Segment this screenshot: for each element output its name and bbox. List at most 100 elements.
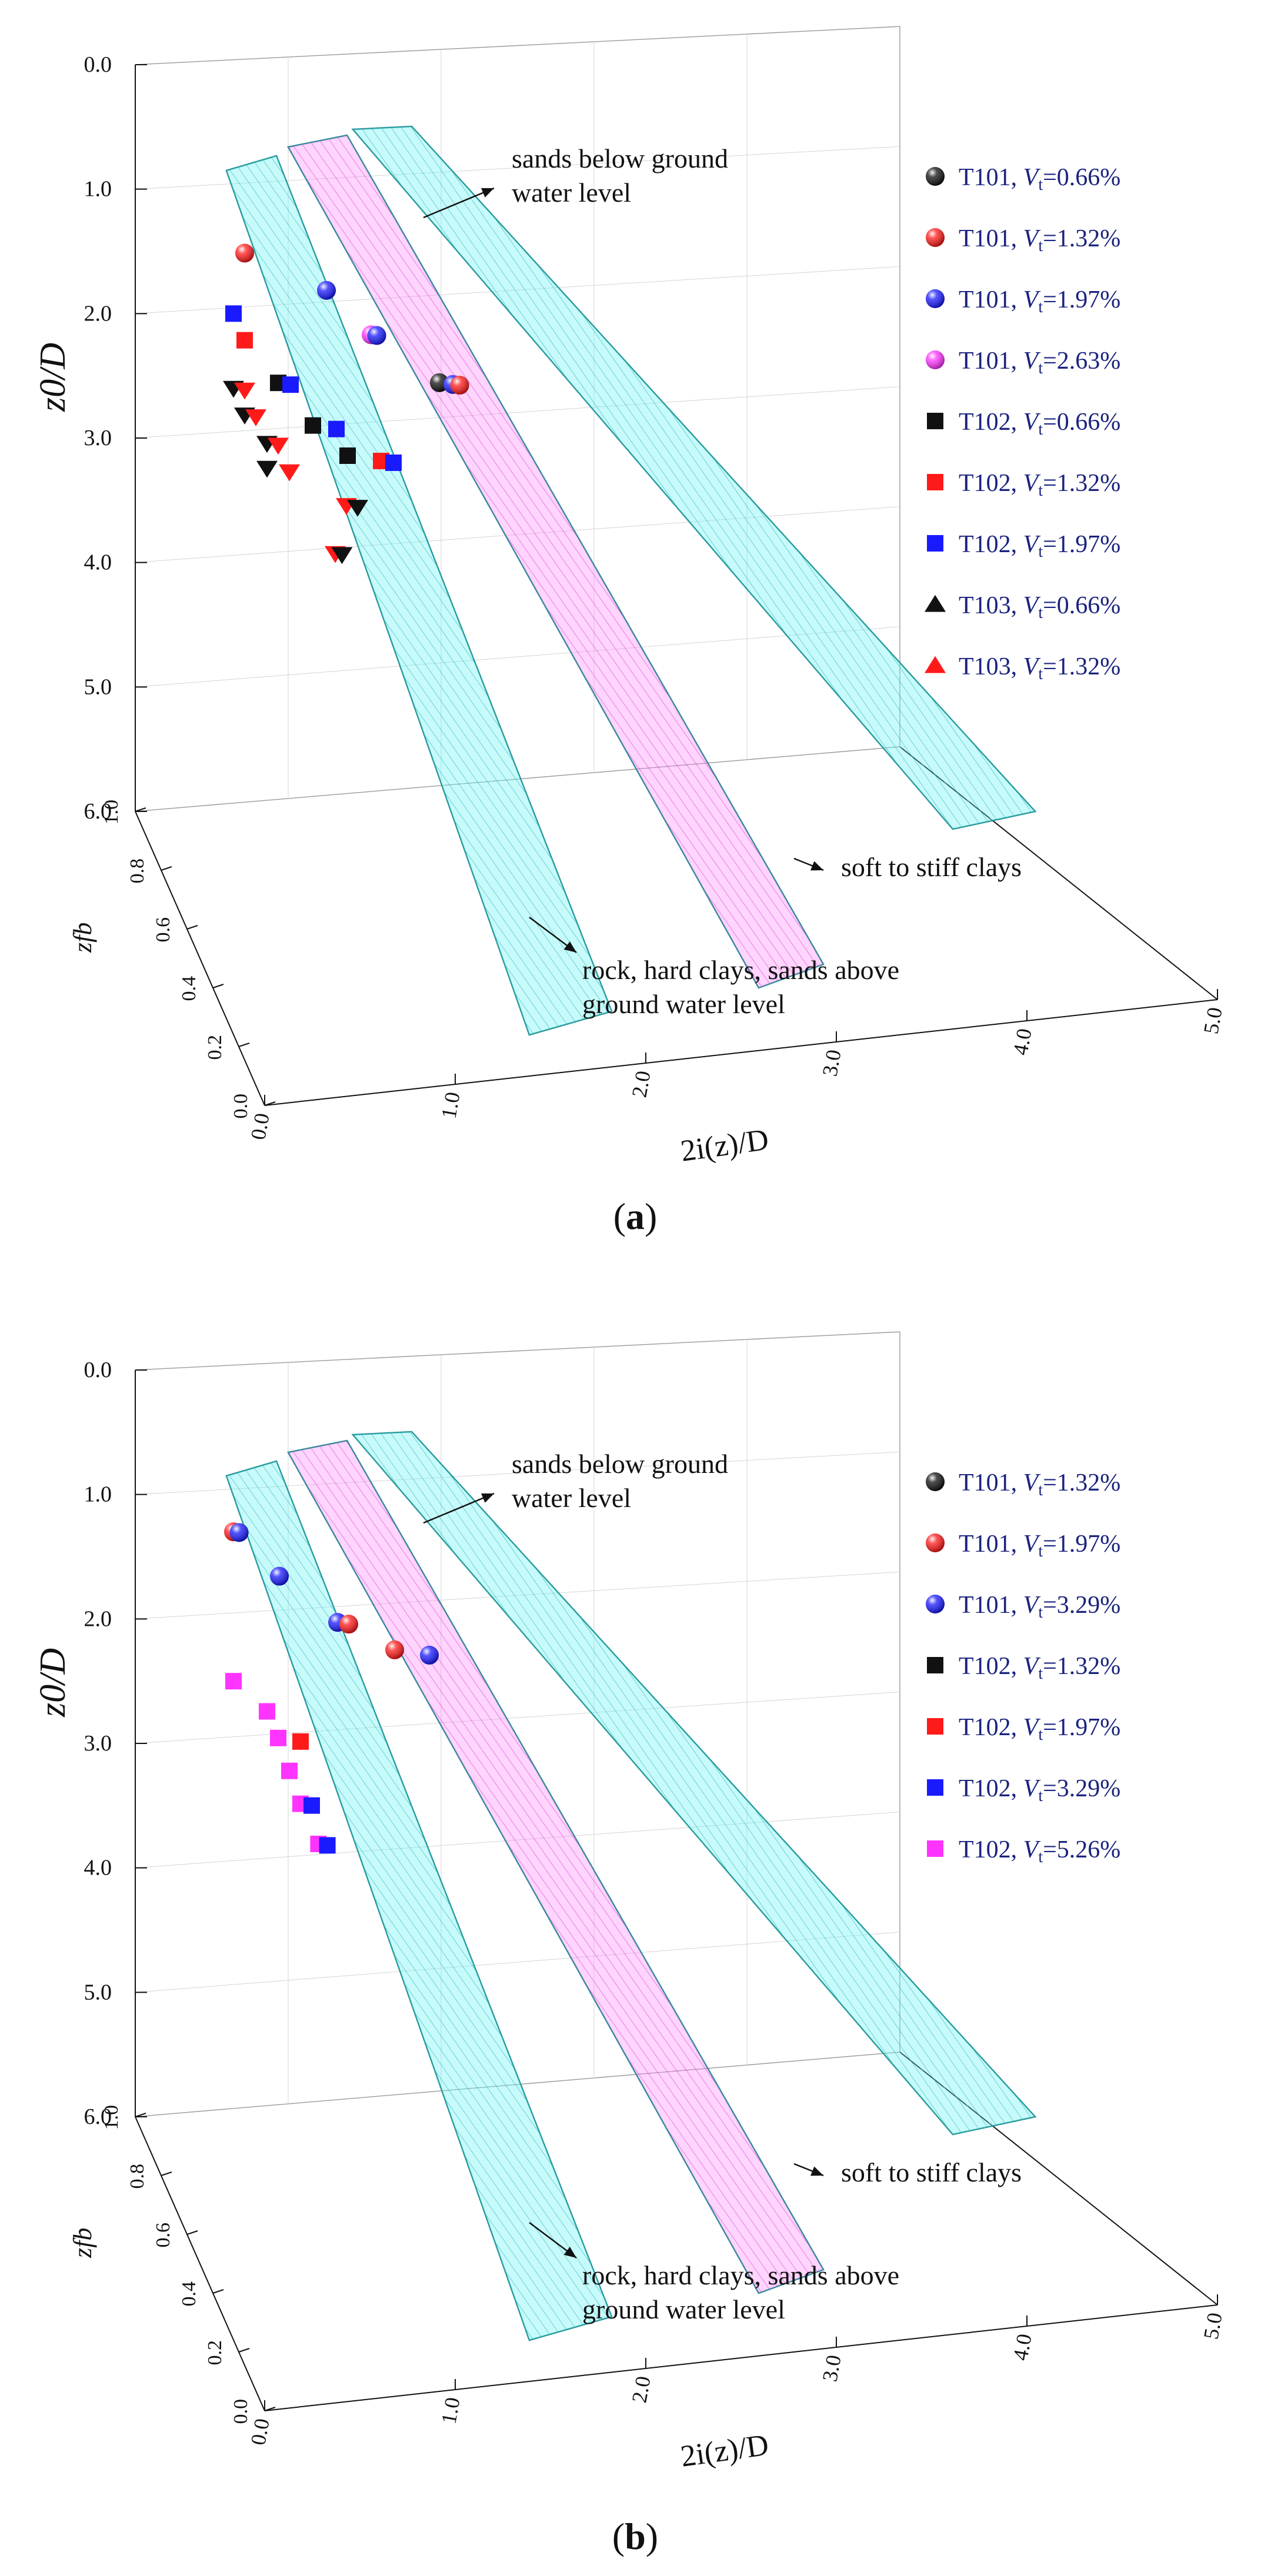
legend-marker	[926, 1595, 945, 1613]
legend-entry: T102, Vt=5.26%	[927, 1836, 1120, 1866]
data-point	[256, 460, 278, 478]
data-point	[236, 332, 253, 349]
panel-caption: (a)	[613, 1195, 658, 1237]
label-sands-line: sands below ground	[512, 1449, 728, 1479]
z-tick-label: 0.0	[84, 52, 112, 77]
legend-marker	[927, 1840, 943, 1857]
legend-label: T103, Vt=0.66%	[959, 592, 1120, 622]
legend-label: T102, Vt=1.97%	[959, 1714, 1120, 1744]
surface-tint	[226, 1461, 612, 2340]
label-soft-line: soft to stiff clays	[841, 2157, 1022, 2187]
iz-axis-line	[264, 2304, 1218, 2411]
surface-tint	[226, 156, 612, 1035]
box-top-edge	[135, 26, 900, 65]
data-point	[420, 1645, 439, 1665]
legend-marker	[926, 228, 945, 247]
legend-marker	[926, 289, 945, 308]
arrow-soft-head	[810, 861, 823, 871]
x-tick	[264, 1101, 276, 1106]
legend-entry: T101, Vt=1.97%	[926, 286, 1120, 316]
x-tick-label: 0.6	[152, 917, 174, 943]
legend-entry: T102, Vt=1.97%	[927, 1714, 1120, 1744]
legend-label: T101, Vt=0.66%	[959, 164, 1120, 194]
z-axis-label: z0/D	[33, 343, 73, 412]
legend-label: T102, Vt=1.32%	[959, 470, 1120, 500]
iz-tick-label: 3.0	[818, 1048, 845, 1078]
iz-tick-label: 4.0	[1008, 1027, 1036, 1057]
x-tick-label: 0.0	[230, 2399, 252, 2424]
label-rock-line: ground water level	[582, 2294, 785, 2324]
legend-entry: T103, Vt=0.66%	[925, 592, 1120, 622]
iz-axis-label: 2i(z)/D	[679, 2428, 771, 2474]
grid-line	[135, 626, 900, 687]
legend-entry: T102, Vt=1.32%	[927, 1653, 1120, 1683]
z-tick-label: 4.0	[84, 1856, 112, 1880]
label-rock-line: rock, hard clays, sands above	[582, 2260, 899, 2290]
label-rock-line: rock, hard clays, sands above	[582, 955, 899, 985]
iz-tick-label: 0.0	[246, 1111, 273, 1141]
legend-marker	[927, 535, 943, 552]
legend-label: T102, Vt=3.29%	[959, 1775, 1120, 1805]
grid-line	[135, 386, 900, 439]
legend-label: T101, Vt=3.29%	[959, 1592, 1120, 1622]
data-point	[385, 1640, 404, 1659]
legend-marker	[927, 1779, 943, 1796]
label-sands-line: water level	[512, 1483, 631, 1513]
legend-marker	[926, 1533, 945, 1552]
data-point	[270, 1566, 289, 1586]
data-point	[245, 409, 266, 426]
grid-line	[135, 1692, 900, 1744]
legend-label: T102, Vt=5.26%	[959, 1836, 1120, 1866]
x-tick-label: 1.0	[101, 2105, 122, 2130]
z-tick-label: 4.0	[84, 550, 112, 575]
legend: T101, Vt=0.66% T101, Vt=1.32% T101, Vt=1.9…	[925, 164, 1120, 683]
z-axis-label: z0/D	[33, 1648, 73, 1718]
legend-label: T103, Vt=1.32%	[959, 653, 1120, 683]
data-point	[319, 1837, 336, 1854]
panel-caption: (b)	[612, 2515, 658, 2557]
legend-marker	[926, 167, 945, 186]
legend-label: T101, Vt=2.63%	[959, 348, 1120, 377]
data-point	[270, 1729, 286, 1746]
arrow-sands-head	[481, 188, 494, 198]
data-point	[367, 326, 386, 345]
legend-label: T101, Vt=1.32%	[959, 1469, 1120, 1499]
legend-marker	[925, 594, 946, 612]
legend-label: T101, Vt=1.97%	[959, 1531, 1120, 1561]
surface-rock	[225, 1460, 613, 2341]
x-tick-label: 0.2	[204, 2340, 226, 2365]
box-top-edge	[135, 1331, 900, 1371]
x-axis-label: zfb	[68, 923, 97, 953]
label-sands-line: sands below ground	[512, 143, 728, 173]
data-point	[328, 420, 345, 437]
data-point	[385, 455, 402, 471]
label-soft-line: soft to stiff clays	[841, 852, 1022, 882]
legend-entry: T101, Vt=1.32%	[926, 1469, 1120, 1499]
legend-marker	[927, 413, 943, 429]
iz-tick-label: 3.0	[818, 2353, 845, 2383]
legend-marker	[927, 1657, 943, 1673]
iz-tick-label: 5.0	[1199, 1005, 1226, 1035]
grid-line	[135, 1932, 900, 1993]
z-tick-label: 2.0	[84, 1606, 112, 1631]
surface-tint	[288, 135, 823, 988]
x-tick	[186, 2230, 198, 2235]
x-tick-label: 0.4	[178, 2281, 200, 2307]
x-tick	[264, 2407, 276, 2411]
iz-tick-label: 1.0	[436, 1090, 464, 1120]
legend-marker	[927, 474, 943, 490]
data-point	[339, 1615, 358, 1634]
data-point	[279, 464, 300, 482]
surface-soft-clays	[287, 134, 825, 989]
data-point	[305, 417, 321, 434]
legend-entry: T101, Vt=1.97%	[926, 1531, 1120, 1561]
z-tick-label: 5.0	[84, 1980, 112, 2004]
chart-panel-a: 0.0 1.0 2.0 3.0 4.0 5.0 6.0 z0/D 0.0 0.2 0.4 0.6 0.8…	[33, 26, 1227, 1237]
legend-label: T102, Vt=1.32%	[959, 1653, 1120, 1683]
legend-entry: T101, Vt=2.63%	[926, 348, 1120, 377]
arrow-soft-head	[810, 2166, 823, 2176]
iz-tick-label: 5.0	[1199, 2311, 1226, 2341]
legend-entry: T102, Vt=1.97%	[927, 531, 1120, 561]
data-point	[259, 1703, 275, 1720]
